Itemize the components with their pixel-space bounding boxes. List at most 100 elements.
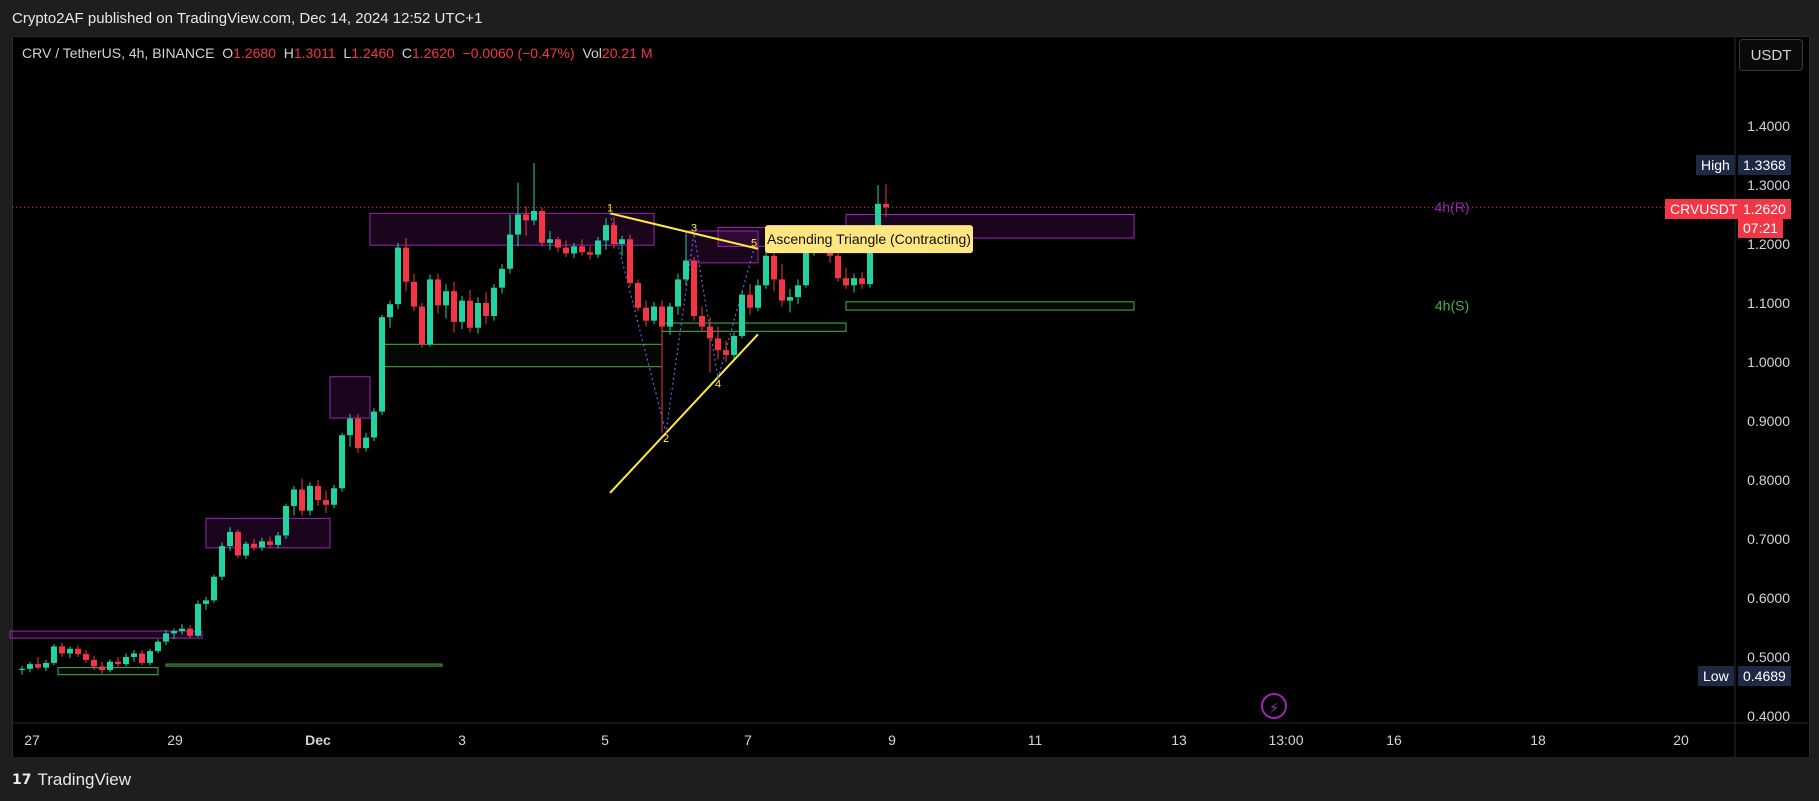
time-axis: 27 29 Dec 3 5 7 9 11 13 13:00 16 18 20 <box>12 722 1808 748</box>
candle-body <box>283 505 289 536</box>
candle-body <box>603 225 609 241</box>
symbol-legend: CRV / TetherUS, 4h, BINANCE O1.2680 H1.3… <box>22 45 653 61</box>
trendlines-layer <box>609 212 759 494</box>
lightning-icon[interactable]: ⚡ <box>1261 693 1287 719</box>
time-tick-label: 9 <box>888 732 896 748</box>
candle-body <box>19 668 25 670</box>
candle-body <box>395 247 401 305</box>
candle-body <box>251 543 257 548</box>
candle-body <box>763 255 769 286</box>
price-tick-label: 1.0000 <box>1747 354 1790 370</box>
trendline <box>609 212 759 250</box>
chart-area[interactable] <box>12 36 1810 759</box>
trendline <box>609 333 759 494</box>
high-label: H <box>283 45 294 61</box>
candle-body <box>627 239 633 283</box>
candle-body <box>435 279 441 306</box>
pivot-label: 5 <box>751 238 757 250</box>
candle-body <box>587 252 593 255</box>
change-value: −0.0060 (−0.47%) <box>462 45 575 61</box>
open-label: O <box>222 45 234 61</box>
candle-body <box>27 664 33 669</box>
candle-body <box>35 664 41 668</box>
candle-body <box>579 246 585 253</box>
candle-body <box>611 225 617 244</box>
candle-body <box>427 279 433 345</box>
candle-body <box>67 648 73 654</box>
support-zone <box>165 663 443 667</box>
candle-body <box>299 489 305 511</box>
candle-body <box>651 306 657 321</box>
candle-body <box>531 210 537 221</box>
candle-body <box>643 307 649 321</box>
candle-body <box>323 500 329 505</box>
candle-body <box>723 350 729 355</box>
candle-body <box>691 260 697 316</box>
candle-body <box>331 488 337 505</box>
low-label: L <box>343 45 352 61</box>
candle-body <box>275 535 281 545</box>
candle-body <box>339 435 345 489</box>
candle-body <box>883 203 889 208</box>
high-tag-value: 1.3368 <box>1738 155 1791 175</box>
pattern-label: Ascending Triangle (Contracting) <box>767 231 971 247</box>
candle-body <box>619 239 625 244</box>
candle-body <box>403 247 409 282</box>
price-tick-label: 0.6000 <box>1747 590 1790 606</box>
candle-body <box>507 234 513 269</box>
candle-body <box>259 541 265 548</box>
close-label: C <box>401 45 412 61</box>
countdown-tag: 07:21 <box>1738 218 1784 238</box>
candle-body <box>843 278 849 286</box>
candle-body <box>779 279 785 301</box>
time-tick-label: 11 <box>1028 732 1043 748</box>
candle-body <box>515 214 521 235</box>
candle-body <box>99 666 105 670</box>
time-tick-label: 18 <box>1530 732 1546 748</box>
candle-body <box>771 255 777 280</box>
candle-body <box>459 300 465 322</box>
time-tick-label: 13:00 <box>1268 732 1303 748</box>
price-tick-label: 0.4000 <box>1747 708 1790 724</box>
candle-body <box>291 489 297 506</box>
candle-body <box>363 437 369 449</box>
high-value: 1.3011 <box>293 45 336 61</box>
candle-body <box>555 239 561 248</box>
candle-body <box>523 214 529 221</box>
symbol-name[interactable]: CRV / TetherUS, 4h, BINANCE <box>22 45 215 61</box>
volume-value: 20.21 M <box>601 45 653 61</box>
candle-body <box>91 659 97 667</box>
candle-body <box>387 304 393 318</box>
candle-body <box>731 336 737 355</box>
support-zone <box>845 301 1135 311</box>
candle-body <box>195 603 201 636</box>
price-tick-label: 0.5000 <box>1747 649 1790 665</box>
resistance-zone <box>685 230 759 264</box>
price-tick-label: 1.3000 <box>1747 177 1790 193</box>
candle-body <box>51 646 57 663</box>
last-price-tag: 1.2620 <box>1738 199 1791 219</box>
candle-body <box>499 268 505 288</box>
candle-body <box>131 653 137 657</box>
candle-body <box>739 294 745 337</box>
candle-body <box>715 338 721 351</box>
candle-body <box>803 245 809 286</box>
candle-body <box>203 600 209 604</box>
candle-body <box>419 306 425 345</box>
currency-button[interactable]: USDT <box>1739 39 1803 71</box>
price-tick-label: 1.4000 <box>1747 118 1790 134</box>
candle-body <box>75 648 81 655</box>
time-tick-label: 3 <box>458 732 466 748</box>
candle-body <box>163 633 169 642</box>
candle-body <box>219 546 225 577</box>
time-tick-label: 27 <box>24 732 40 748</box>
candles-layer <box>19 163 889 675</box>
tradingview-logo[interactable]: 17 TradingView <box>12 770 131 790</box>
candle-body <box>595 240 601 255</box>
low-value: 1.2460 <box>351 45 395 61</box>
brand-name: TradingView <box>37 770 132 789</box>
candle-body <box>563 247 569 254</box>
candle-body <box>187 628 193 636</box>
price-tick-label: 1.1000 <box>1747 295 1790 311</box>
